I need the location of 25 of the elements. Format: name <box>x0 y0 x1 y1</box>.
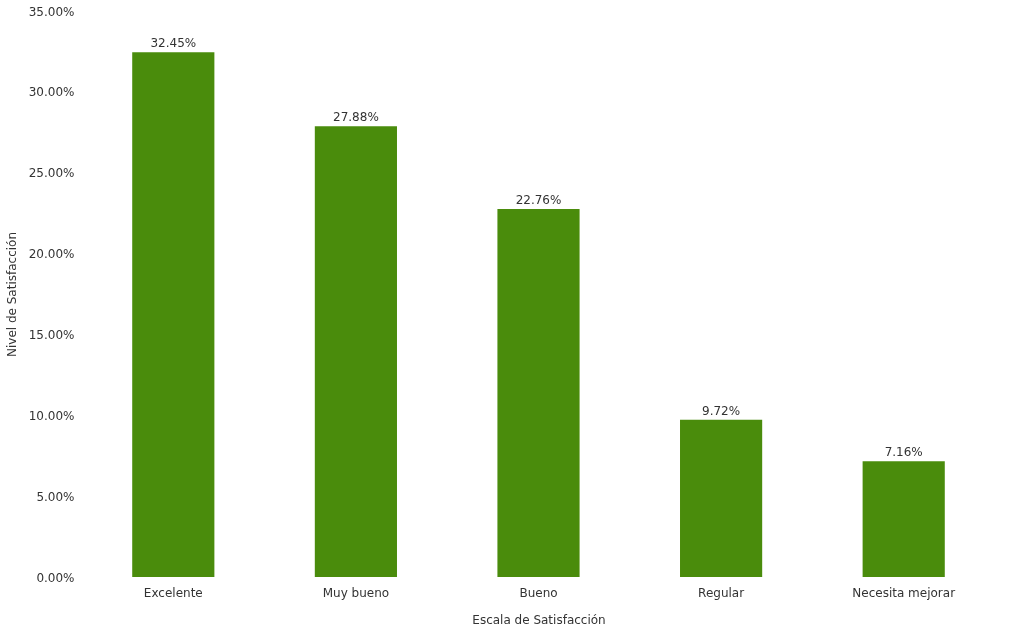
x-axis-title: Escala de Satisfacción <box>472 612 606 627</box>
y-tick-label: 25.00% <box>28 166 75 181</box>
y-tick-label: 5.00% <box>36 489 75 504</box>
bar <box>314 126 397 577</box>
x-tick-label: Excelente <box>143 585 203 600</box>
x-tick-label: Regular <box>698 585 745 600</box>
bar <box>862 461 945 577</box>
y-tick-label: 35.00% <box>28 4 75 19</box>
x-tick-label: Necesita mejorar <box>852 585 956 600</box>
y-axis-title: Nivel de Satisfacción <box>4 231 19 358</box>
y-tick-label: 20.00% <box>28 247 75 262</box>
y-tick-label: 30.00% <box>28 85 75 100</box>
y-tick-label: 10.00% <box>28 408 75 423</box>
data-label: 7.16% <box>884 445 923 460</box>
bar <box>497 208 580 577</box>
bar <box>132 52 215 577</box>
y-tick-label: 15.00% <box>28 327 75 342</box>
data-label: 32.45% <box>150 36 197 51</box>
bar <box>680 419 763 577</box>
data-label: 27.88% <box>333 110 379 125</box>
data-label: 9.72% <box>702 403 741 418</box>
data-label: 22.76% <box>515 192 562 207</box>
y-tick-label: 0.00% <box>36 570 75 585</box>
x-tick-label: Muy bueno <box>322 585 390 600</box>
x-tick-label: Bueno <box>519 585 558 600</box>
